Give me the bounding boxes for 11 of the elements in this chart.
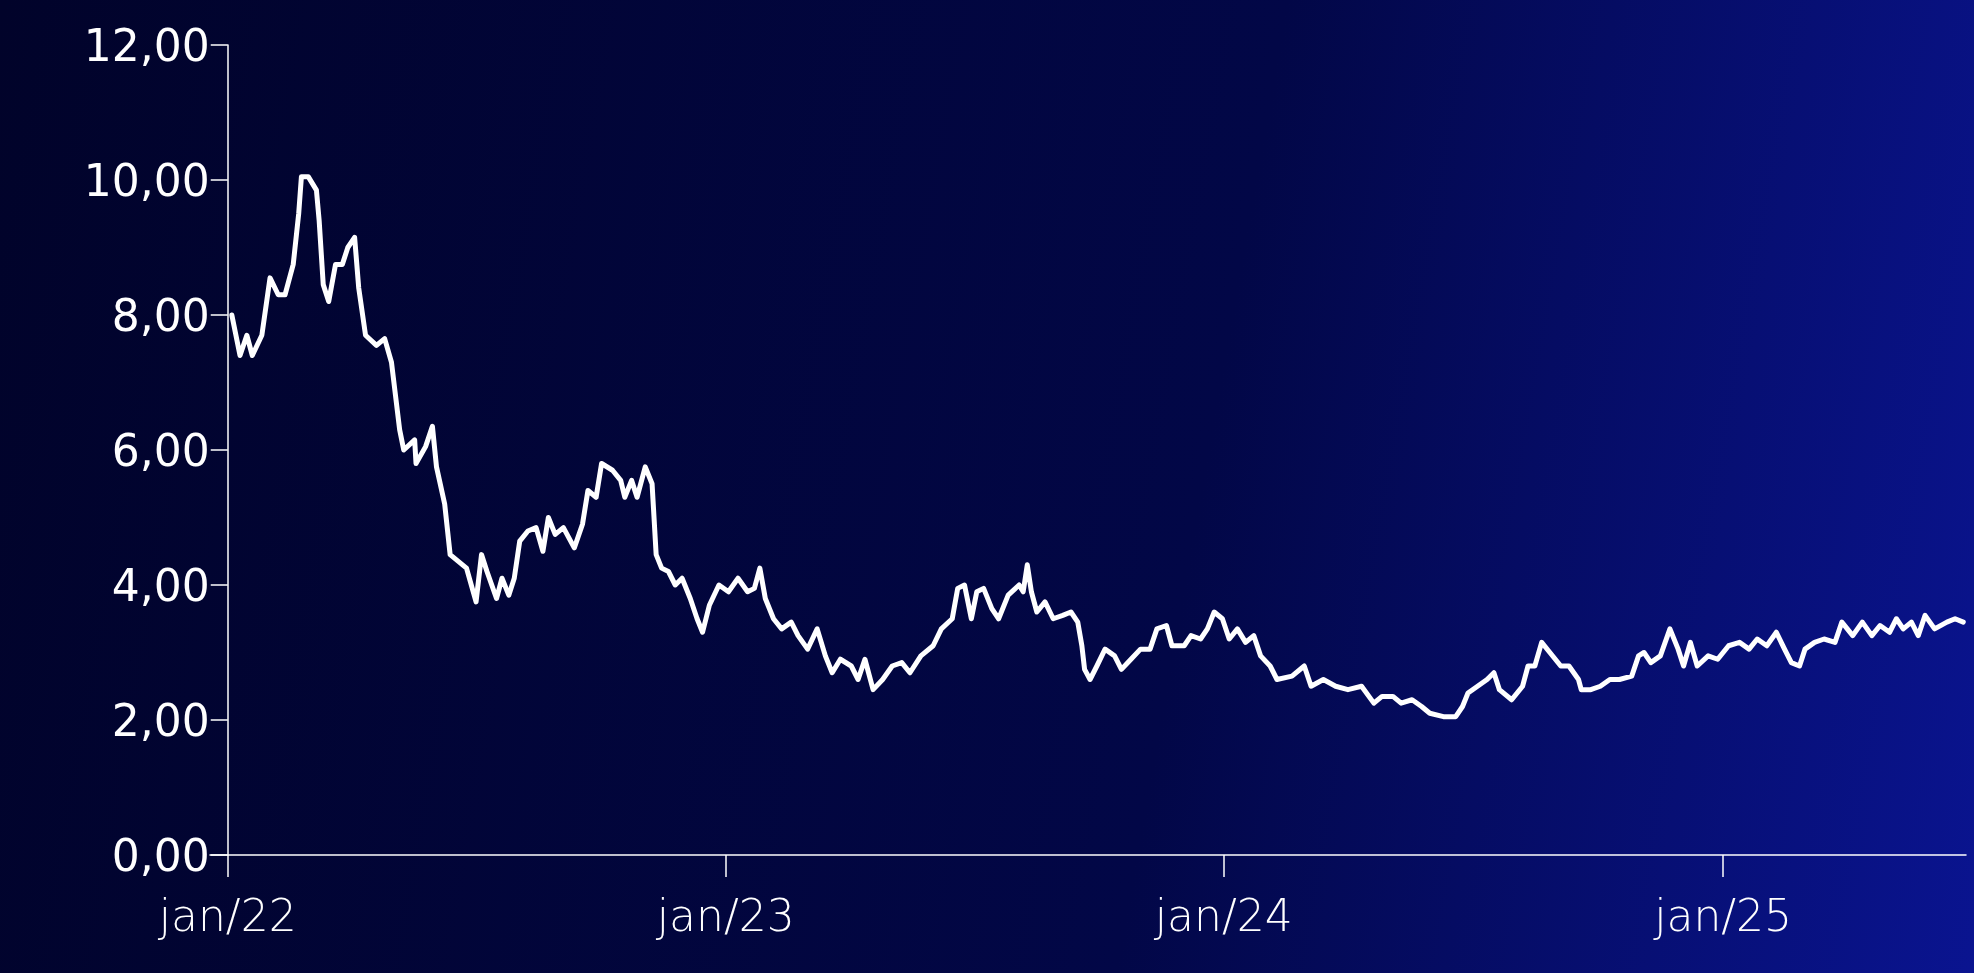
y-tick-label: 8,00 bbox=[111, 289, 210, 341]
x-tick-label: jan/25 bbox=[1653, 889, 1793, 941]
y-tick-label: 10,00 bbox=[83, 154, 210, 206]
y-tick-label: 12,00 bbox=[83, 19, 210, 71]
y-tick-label: 0,00 bbox=[111, 829, 210, 881]
y-tick-label: 2,00 bbox=[111, 694, 210, 746]
y-tick-label: 4,00 bbox=[111, 559, 210, 611]
y-tick-label: 6,00 bbox=[111, 424, 210, 476]
x-tick-label: jan/24 bbox=[1153, 889, 1293, 941]
x-tick-label: jan/23 bbox=[655, 889, 795, 941]
x-tick-label: jan/22 bbox=[157, 889, 297, 941]
